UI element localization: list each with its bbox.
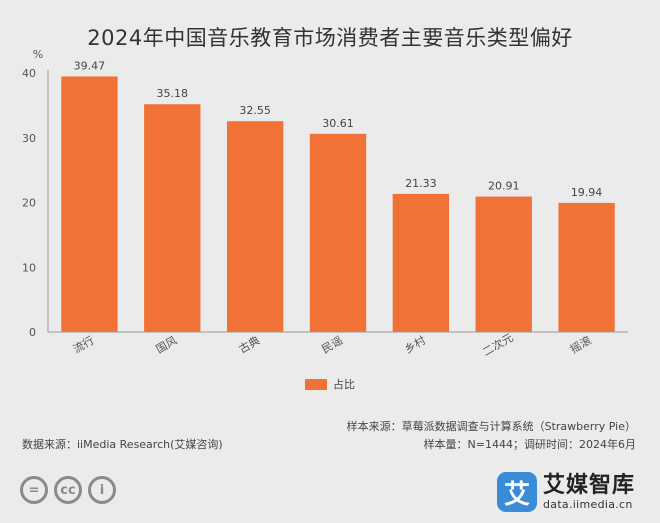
legend-swatch bbox=[305, 378, 327, 390]
logo-url: data.iimedia.cn bbox=[543, 497, 633, 511]
chart-title: 2024年中国音乐教育市场消费者主要音乐类型偏好 bbox=[87, 26, 573, 50]
bar-chart: % 0 10 20 30 40 39.47 35.18 32.55 30.61 21.33 20.… bbox=[22, 48, 628, 359]
bar-value-label: 39.47 bbox=[74, 59, 106, 72]
y-tick-label: 10 bbox=[22, 261, 36, 274]
bar-1 bbox=[144, 104, 201, 332]
bars bbox=[61, 76, 615, 333]
sample-info: 样本量：N=1444；调研时间：2024年6月 bbox=[423, 438, 636, 451]
y-tick-label: 40 bbox=[22, 67, 36, 80]
bar-value-label: 35.18 bbox=[157, 87, 189, 100]
y-tick-label: 20 bbox=[22, 197, 36, 210]
bar-value-labels: 39.47 35.18 32.55 30.61 21.33 20.91 19.94 bbox=[74, 59, 603, 198]
legend: 占比 bbox=[305, 376, 355, 392]
x-tick-label: 民谣 bbox=[319, 334, 345, 356]
x-tick-label: 乡村 bbox=[402, 333, 428, 356]
bar-2 bbox=[226, 121, 284, 333]
data-source: 数据来源：iiMedia Research(艾媒咨询) bbox=[22, 438, 223, 451]
bar-6 bbox=[558, 202, 615, 332]
cc-icon: cc bbox=[54, 476, 82, 504]
person-icon: i bbox=[88, 476, 116, 504]
logo-name: 艾媒智库 bbox=[543, 472, 636, 498]
bar-4 bbox=[392, 193, 450, 332]
x-tick-label: 古典 bbox=[236, 333, 262, 356]
bar-value-label: 30.61 bbox=[322, 117, 354, 130]
bar-3 bbox=[309, 133, 367, 332]
y-tick-label: 30 bbox=[22, 132, 36, 145]
y-axis: 0 10 20 30 40 bbox=[22, 67, 49, 339]
iimedia-logo[interactable]: 艾 艾媒智库 data.iimedia.cn bbox=[497, 472, 635, 512]
sample-source: 样本来源：草莓派数据调查与计算系统（Strawberry Pie） bbox=[346, 420, 636, 433]
x-tick-label: 二次元 bbox=[480, 330, 516, 359]
x-tick-label: 流行 bbox=[70, 333, 96, 356]
bar-value-label: 21.33 bbox=[405, 177, 437, 190]
legend-label: 占比 bbox=[333, 378, 355, 391]
bar-5 bbox=[475, 196, 532, 332]
x-axis: 流行 国风 古典 民谣 乡村 二次元 摇滚 bbox=[48, 330, 628, 359]
bar-value-label: 19.94 bbox=[571, 186, 603, 199]
x-tick-label: 国风 bbox=[154, 334, 180, 356]
bar-value-label: 20.91 bbox=[488, 180, 520, 193]
equals-icon: = bbox=[20, 476, 48, 504]
logo-mark-icon: 艾 bbox=[497, 472, 537, 512]
bar-0 bbox=[61, 76, 118, 332]
x-tick-label: 摇滚 bbox=[568, 333, 594, 356]
bar-value-label: 32.55 bbox=[239, 104, 271, 117]
license-icons: = cc i bbox=[20, 476, 116, 504]
y-tick-label: 0 bbox=[29, 326, 36, 339]
y-axis-label: % bbox=[33, 48, 43, 61]
